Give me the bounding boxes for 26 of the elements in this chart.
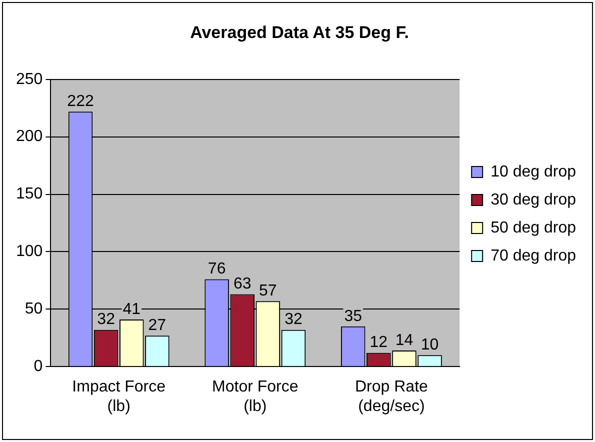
- data-label: 32: [284, 311, 302, 328]
- data-label: 35: [344, 308, 362, 325]
- data-label: 14: [395, 332, 414, 349]
- data-label: 41: [122, 300, 141, 318]
- data-label: 12: [370, 334, 388, 352]
- y-tick-label: 0: [34, 358, 43, 376]
- data-label: 76: [208, 260, 226, 278]
- chart-title: Averaged Data At 35 Deg F.: [190, 22, 409, 42]
- legend-label: 10 deg drop: [490, 163, 576, 180]
- y-tick-label: 200: [16, 128, 43, 146]
- legend-label: 70 deg drop: [490, 247, 576, 264]
- legend-label: 30 deg drop: [490, 191, 576, 208]
- legend-label: 50 deg drop: [490, 219, 576, 236]
- y-tick-label: 150: [16, 186, 43, 203]
- x-tick-label: Motor Force (lb): [212, 378, 298, 415]
- data-label: 222: [67, 92, 94, 110]
- data-label: 63: [233, 276, 252, 293]
- y-tick-label: 250: [16, 70, 43, 88]
- data-label: 32: [97, 311, 116, 328]
- y-tick-label: 100: [16, 243, 43, 260]
- x-tick-label: Impact Force (lb): [72, 378, 166, 415]
- y-tick-label: 50: [24, 300, 43, 318]
- x-tick-label: Drop Rate (deg/sec): [354, 378, 428, 415]
- data-label: 27: [148, 316, 166, 334]
- data-label: 10: [420, 336, 439, 354]
- data-label: 57: [259, 282, 277, 300]
